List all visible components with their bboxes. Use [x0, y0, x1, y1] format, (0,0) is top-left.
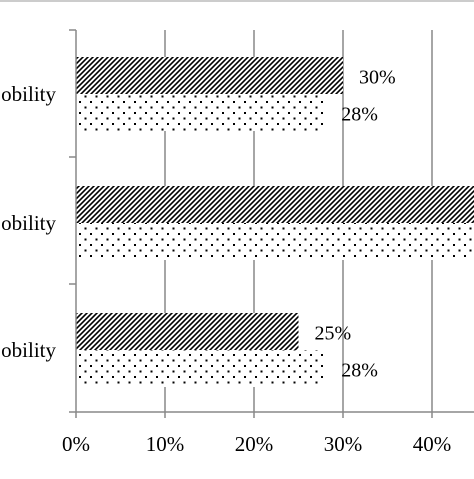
category-label-1: obility — [1, 82, 56, 106]
axes — [69, 29, 474, 418]
data-label-series2-cat3: 28% — [341, 360, 378, 382]
labels: 0% 10% 20% 30% 40% obility obility obility 30% 25… — [1, 67, 451, 457]
x-tick-label-4: 40% — [413, 432, 452, 456]
x-tick-label-1: 10% — [146, 432, 185, 456]
data-label-series1-cat3: 25% — [315, 323, 352, 345]
category-label-3: obility — [1, 338, 56, 362]
bars — [76, 57, 474, 387]
x-tick-label-2: 20% — [235, 432, 274, 456]
x-tick-label-3: 30% — [324, 432, 363, 456]
bar-series1-cat3 — [76, 313, 299, 350]
data-label-series1-cat1: 30% — [359, 67, 396, 89]
bar-series2-cat1 — [76, 94, 326, 131]
bar-series1-cat2 — [76, 186, 474, 223]
data-label-series2-cat1: 28% — [341, 104, 378, 126]
bar-series2-cat2 — [76, 223, 474, 260]
x-tick-label-0: 0% — [62, 432, 90, 456]
bar-series1-cat1 — [76, 57, 343, 94]
category-label-2: obility — [1, 211, 56, 235]
bar-series2-cat3 — [76, 350, 326, 387]
